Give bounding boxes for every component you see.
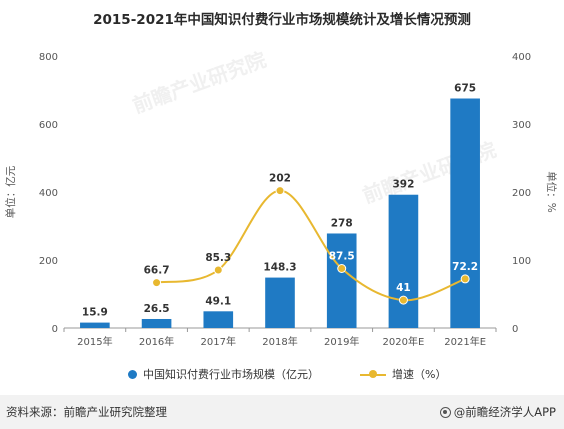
x-tick-label: 2020年E <box>383 335 425 348</box>
legend-bar-label: 中国知识付费行业市场规模（亿元） <box>143 368 319 381</box>
brand-credit-text: @前瞻经济学人APP <box>453 405 556 419</box>
growth-value-label: 202 <box>269 173 291 185</box>
x-tick-label: 2019年 <box>324 335 359 348</box>
watermark-text: 前瞻产业研究院 <box>129 47 269 117</box>
footer: 资料来源：前瞻产业研究院整理 @前瞻经济学人APP <box>0 395 564 429</box>
y-right-tick-label: 200 <box>512 188 531 199</box>
x-tick-label: 2021年E <box>444 335 486 348</box>
bar-value-label: 26.5 <box>144 303 170 315</box>
growth-point <box>152 278 162 288</box>
chart-svg: 前瞻产业研究院 前瞻产业研究院 2015年 2016年 2017年 2018年 2019… <box>4 47 558 348</box>
line-series <box>152 186 470 305</box>
bar-series <box>80 98 480 328</box>
legend: 中国知识付费行业市场规模（亿元） 增速（%） <box>0 366 564 384</box>
x-tick-label: 2017年 <box>201 335 236 348</box>
growth-value-label: 72.2 <box>452 261 478 273</box>
bar-value-label: 278 <box>331 217 353 229</box>
y-right-tick-label: 400 <box>512 52 531 63</box>
bar <box>450 98 480 328</box>
brand-icon <box>439 406 451 418</box>
bar-value-label: 148.3 <box>263 262 296 274</box>
growth-point <box>460 274 470 284</box>
growth-point <box>398 295 408 305</box>
legend-line-swatch <box>360 369 386 379</box>
bar-value-label: 15.9 <box>82 307 108 319</box>
bar <box>203 311 234 328</box>
growth-value-label: 87.5 <box>329 251 355 263</box>
bar-value-label: 675 <box>454 83 476 95</box>
y-right-tick-label: 300 <box>512 120 531 131</box>
y-left-tick-label: 400 <box>39 188 58 199</box>
legend-line-label: 增速（%） <box>392 368 447 381</box>
bar-value-label: 49.1 <box>205 295 231 307</box>
growth-point <box>337 264 347 273</box>
brand-credit: @前瞻经济学人APP <box>439 404 556 420</box>
bar <box>388 194 419 328</box>
bar <box>265 277 295 328</box>
source-note: 资料来源：前瞻产业研究院整理 <box>6 405 167 419</box>
watermark: 前瞻产业研究院 前瞻产业研究院 <box>129 47 499 207</box>
y-right-tick-label: 0 <box>512 324 518 335</box>
data-labels: 15.9 26.5 49.1 148.3 278 392 675 66.7 85.3 202 87.… <box>82 83 478 319</box>
y-left-tick-label: 600 <box>39 120 58 131</box>
legend-item-line: 增速（%） <box>360 366 446 382</box>
growth-point <box>213 265 223 275</box>
y-right-tick-label: 100 <box>512 256 531 267</box>
growth-value-label: 66.7 <box>144 265 170 277</box>
growth-value-label: 85.3 <box>205 252 231 264</box>
growth-point <box>275 186 285 196</box>
bar <box>80 322 110 328</box>
bar <box>141 318 172 328</box>
y-left-tick-label: 0 <box>52 324 58 335</box>
growth-line <box>156 189 466 302</box>
bar <box>326 233 357 328</box>
x-tick-label: 2018年 <box>262 335 297 348</box>
growth-value-label: 41 <box>396 282 411 294</box>
y-right-axis-title: 单位：% <box>545 171 558 212</box>
chart-title: 2015-2021年中国知识付费行业市场规模统计及增长情况预测 <box>93 12 471 28</box>
y-left-tick-label: 200 <box>39 256 58 267</box>
x-tick-label: 2016年 <box>139 335 174 348</box>
legend-item-bar: 中国知识付费行业市场规模（亿元） <box>128 366 319 382</box>
x-tick-label: 2015年 <box>77 335 112 348</box>
bar-value-label: 392 <box>392 179 414 191</box>
y-left-tick-label: 800 <box>39 52 58 63</box>
y-left-axis-title: 单位：亿元 <box>4 165 17 218</box>
legend-bar-swatch <box>128 369 137 379</box>
